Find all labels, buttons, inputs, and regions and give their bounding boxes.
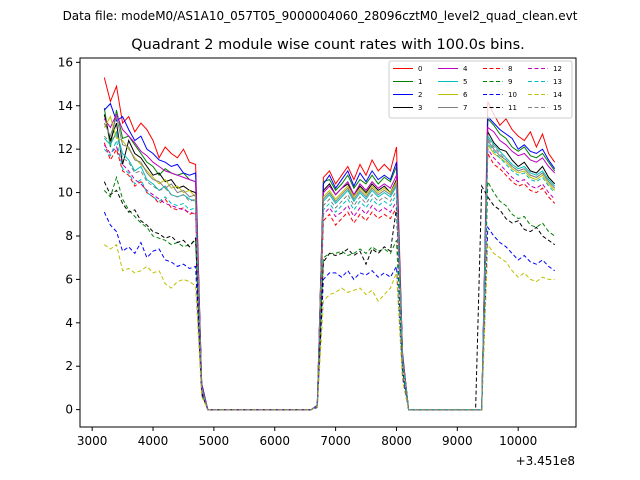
legend-label-4: 4 (463, 65, 468, 73)
legend-label-2: 2 (418, 91, 422, 99)
figure-suptitle: Data file: modeM0/AS1A10_057T05_90000040… (63, 9, 578, 23)
series-layer (103, 77, 556, 411)
legend-label-14: 14 (553, 91, 562, 99)
y-tick-label: 16 (58, 55, 73, 69)
legend-label-11: 11 (508, 104, 517, 112)
series-line-15 (103, 132, 556, 411)
legend-label-5: 5 (463, 78, 467, 86)
legend-label-1: 1 (418, 78, 422, 86)
y-tick-label: 10 (58, 186, 73, 200)
series-line-11 (103, 181, 555, 411)
y-tick-label: 6 (65, 272, 73, 286)
series-line-10 (103, 211, 555, 411)
legend-label-13: 13 (553, 78, 562, 86)
y-tick-label: 14 (58, 99, 73, 113)
chart-title: Quadrant 2 module wise count rates with … (131, 37, 525, 53)
x-tick-label: 3000 (77, 434, 108, 448)
y-tick-label: 12 (58, 142, 73, 156)
x-offset-label: +3.451e8 (516, 454, 575, 468)
x-tick-label: 8000 (381, 434, 412, 448)
x-axis: 3000 4000 5000 6000 7000 8000 9000 10000 (77, 427, 537, 448)
series-line-13 (103, 138, 556, 411)
y-tick-label: 8 (65, 229, 73, 243)
legend-label-9: 9 (508, 78, 512, 86)
series-line-14 (104, 243, 555, 411)
x-tick-label: 10000 (499, 434, 537, 448)
legend-label-8: 8 (508, 65, 512, 73)
y-axis: 0 2 4 6 8 10 12 14 16 (58, 55, 80, 417)
y-tick-label: 0 (65, 403, 73, 417)
plot-frame (79, 57, 577, 428)
legend-label-0: 0 (418, 65, 422, 73)
legend-label-10: 10 (508, 91, 517, 99)
x-tick-label: 6000 (259, 434, 290, 448)
x-tick-label: 7000 (320, 434, 351, 448)
legend-label-12: 12 (553, 65, 562, 73)
y-tick-label: 2 (65, 359, 73, 373)
legend-label-6: 6 (463, 91, 468, 99)
legend-frame (388, 60, 573, 119)
legend-label-7: 7 (463, 104, 467, 112)
x-tick-label: 5000 (199, 434, 230, 448)
legend-label-15: 15 (553, 104, 562, 112)
legend-label-3: 3 (418, 104, 422, 112)
y-tick-label: 4 (65, 316, 73, 330)
x-tick-label: 4000 (138, 434, 169, 448)
x-tick-label: 9000 (442, 434, 473, 448)
